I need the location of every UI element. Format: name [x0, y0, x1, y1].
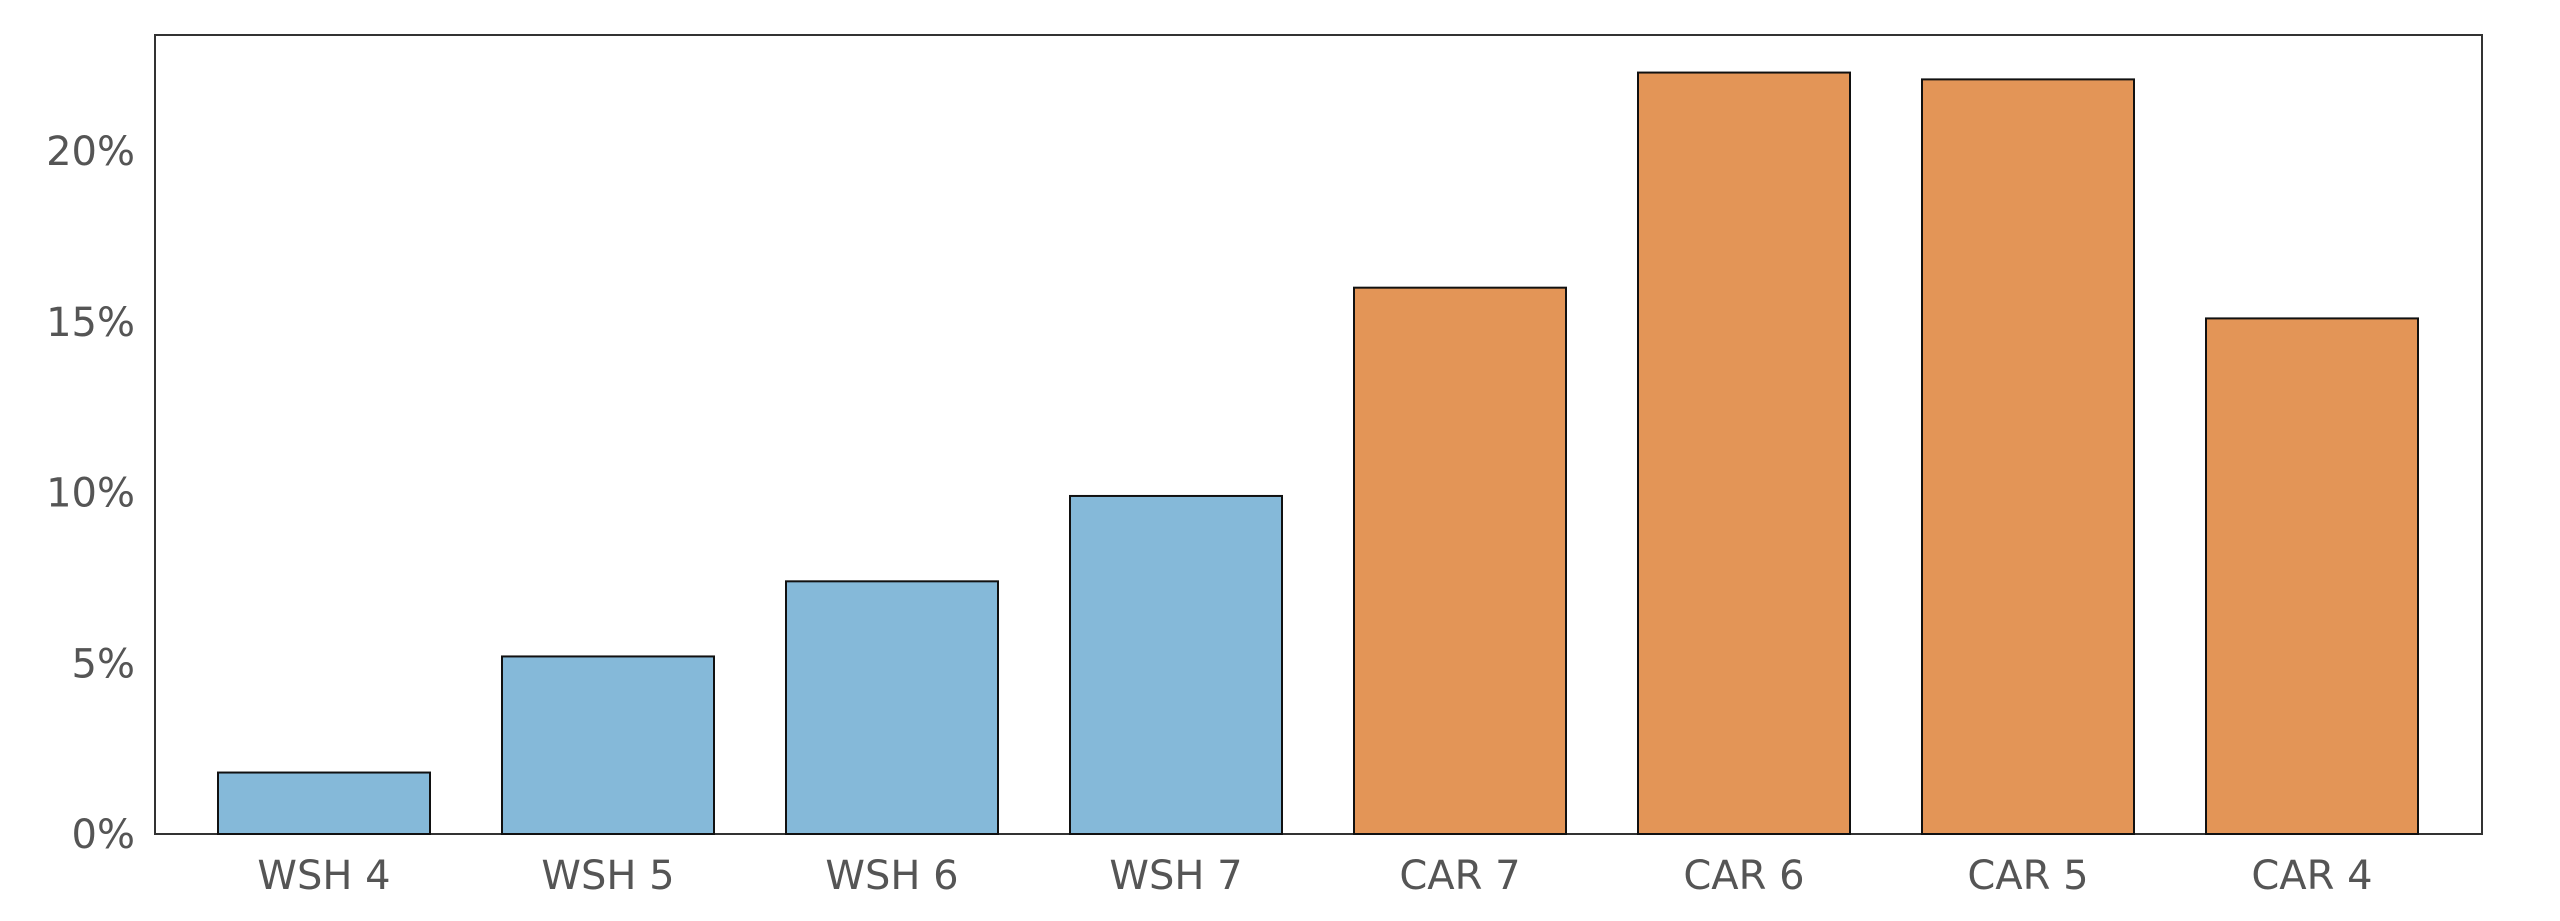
bar-car-4 — [2205, 317, 2419, 835]
bar-car-6 — [1637, 71, 1851, 836]
y-tick-label: 5% — [72, 641, 135, 687]
x-tick-label: CAR 4 — [2251, 853, 2372, 899]
y-tick-label: 20% — [46, 129, 135, 175]
bar-wsh-6 — [785, 580, 999, 835]
bar-car-7 — [1353, 286, 1567, 835]
x-tick-label: CAR 5 — [1967, 853, 2088, 899]
y-tick-label: 15% — [46, 300, 135, 346]
y-tick-label: 0% — [72, 812, 135, 858]
bars-group — [217, 71, 2419, 836]
bar-car-5 — [1921, 78, 2135, 835]
x-tick-label: WSH 6 — [825, 853, 958, 899]
bar-wsh-7 — [1069, 494, 1283, 835]
x-tick-label: WSH 5 — [541, 853, 674, 899]
y-axis: 0% 5% 10% 15% 20% — [46, 129, 135, 858]
bar-wsh-5 — [501, 655, 715, 836]
y-tick-label: 10% — [46, 471, 135, 517]
plot-frame — [154, 34, 2483, 835]
x-tick-label: CAR 6 — [1683, 853, 1804, 899]
x-tick-label: WSH 4 — [257, 853, 390, 899]
x-tick-label: WSH 7 — [1109, 853, 1242, 899]
bar-wsh-4 — [217, 771, 431, 835]
x-tick-label: CAR 7 — [1399, 853, 1520, 899]
x-axis: WSH 4 WSH 5 WSH 6 WSH 7 CAR 7 CAR 6 CAR 5 CAR 4 — [257, 853, 2372, 899]
